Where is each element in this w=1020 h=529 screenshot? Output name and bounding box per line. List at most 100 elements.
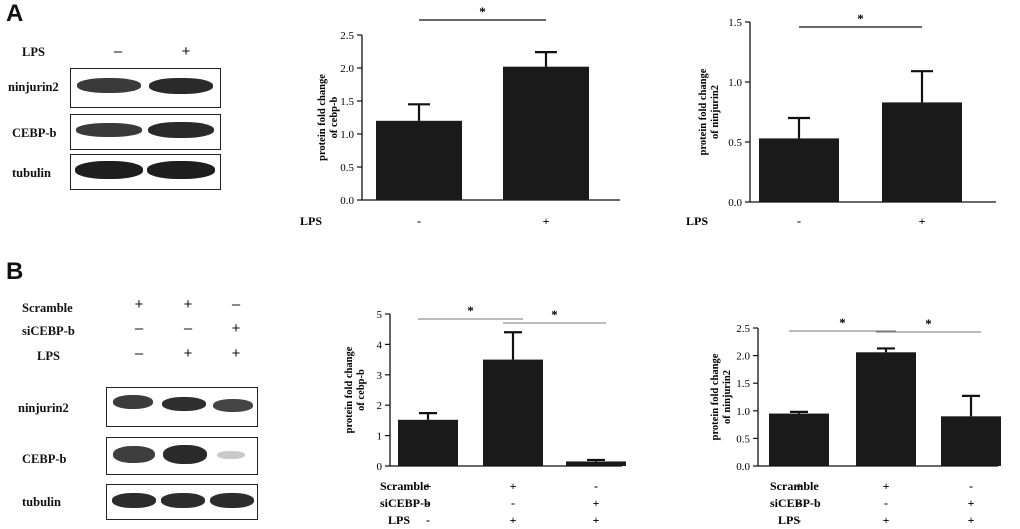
B-cebpb-significance-star: * — [467, 303, 474, 318]
western-band — [113, 446, 155, 463]
B-cebpb-condition-sign: - — [426, 513, 430, 527]
B-cebpb-condition-sign: - — [594, 479, 598, 493]
blot-b-cebpb-strip — [106, 437, 258, 475]
A-ninjurin2-condition-sign: - — [797, 214, 801, 228]
B-ninjurin2-condition-sign: + — [968, 496, 975, 510]
blot-a-cebpb-strip — [70, 114, 221, 150]
A-cebpb-condition-label: LPS — [300, 214, 322, 228]
blot-b-sign: + — [183, 345, 193, 362]
B-cebpb-y-tick-label: 3 — [377, 370, 383, 382]
B-ninjurin2-condition-sign: - — [797, 513, 801, 527]
western-band — [76, 123, 142, 137]
B-ninjurin2-bar — [769, 413, 829, 466]
B-cebpb-condition-sign: + — [510, 479, 517, 493]
A-cebpb-y-tick-label: 1.5 — [340, 96, 354, 108]
B-cebpb-y-tick-label: 1 — [377, 431, 383, 443]
A-cebpb-y-axis-label: of cebp-b — [329, 96, 340, 138]
western-band — [149, 78, 213, 94]
blot-b-sign: – — [183, 320, 193, 337]
B-ninjurin2-significance-star: * — [839, 315, 846, 330]
western-band — [112, 493, 156, 508]
blot-b-sign: + — [134, 296, 144, 313]
blot-b-condition-label: LPS — [37, 349, 60, 363]
B-ninjurin2-y-tick-label: 0.5 — [736, 433, 750, 445]
A-ninjurin2-condition-label: LPS — [686, 214, 708, 228]
western-band — [77, 78, 141, 93]
B-ninjurin2-condition-sign: - — [797, 496, 801, 510]
B-ninjurin2-condition-sign: + — [968, 513, 975, 527]
A-cebpb-bar — [376, 120, 462, 200]
B-ninjurin2-condition-sign: - — [969, 479, 973, 493]
A-cebpb-y-tick-label: 0.5 — [340, 162, 354, 174]
B-cebpb-condition-label: siCEBP-b — [380, 496, 431, 510]
blot-b-band-label-tubulin: tubulin — [22, 495, 61, 509]
B-cebpb-condition-sign: - — [426, 496, 430, 510]
A-cebpb-y-tick-label: 2.0 — [340, 63, 354, 75]
A-ninjurin2-y-tick-label: 0.5 — [728, 137, 742, 149]
B-ninjurin2-y-tick-label: 2.0 — [736, 351, 750, 363]
blot-a-ninjurin2-strip — [70, 68, 221, 108]
panel-label-a: A — [6, 0, 24, 27]
B-cebpb-condition-sign: + — [593, 496, 600, 510]
B-ninjurin2-significance-star: * — [925, 316, 932, 331]
B-ninjurin2-y-tick-label: 1.5 — [736, 378, 750, 390]
blot-b-tubulin-strip — [106, 484, 258, 520]
blot-a-band-label-cebpb: CEBP-b — [12, 126, 57, 140]
B-cebpb-y-axis-label: protein fold change — [344, 346, 355, 433]
B-cebpb-condition-label: Scramble — [380, 479, 429, 493]
blot-b-sign: + — [183, 296, 193, 313]
blot-a-condition-label: LPS — [22, 45, 45, 59]
blot-b-band-label-cebpb: CEBP-b — [22, 452, 67, 466]
blot-b-sign: + — [231, 345, 241, 362]
A-ninjurin2-y-tick-label: 1.0 — [728, 77, 742, 89]
blot-b-ninjurin2-strip — [106, 387, 258, 427]
B-ninjurin2-y-axis-label: of ninjurin2 — [722, 370, 733, 424]
B-ninjurin2-y-tick-label: 1.0 — [736, 406, 750, 418]
A-cebpb-y-tick-label: 0.0 — [340, 195, 354, 207]
A-ninjurin2-y-tick-label: 1.5 — [728, 17, 742, 29]
B-ninjurin2-condition-sign: + — [796, 479, 803, 493]
A-ninjurin2-y-tick-label: 0.0 — [728, 197, 742, 209]
A-ninjurin2-bar — [759, 138, 839, 202]
western-band — [213, 399, 253, 412]
blot-a-band-label-tubulin: tubulin — [12, 166, 51, 180]
B-ninjurin2-condition-label: siCEBP-b — [770, 496, 821, 510]
western-band — [163, 445, 207, 464]
western-band — [148, 122, 214, 138]
blot-a-sign: + — [181, 43, 191, 60]
B-cebpb-bar — [483, 359, 543, 466]
B-ninjurin2-y-tick-label: 2.5 — [736, 323, 750, 335]
blot-b-band-label-ninjurin2: ninjurin2 — [18, 401, 69, 415]
panel-label-b: B — [6, 258, 24, 285]
blot-a-tubulin-strip — [70, 154, 221, 190]
B-ninjurin2-condition-sign: + — [883, 513, 890, 527]
A-cebpb-condition-sign: - — [417, 214, 421, 228]
B-cebpb-y-tick-label: 2 — [377, 400, 383, 412]
blot-a-band-label-ninjurin2: ninjurin2 — [8, 80, 59, 94]
western-band — [147, 161, 215, 179]
blot-b-sign: – — [134, 345, 144, 362]
blot-b-condition-label: siCEBP-b — [22, 324, 75, 338]
B-cebpb-bar — [398, 419, 458, 466]
A-cebpb-y-tick-label: 1.0 — [340, 129, 354, 141]
B-cebpb-significance-star: * — [551, 307, 558, 322]
B-cebpb-condition-sign: + — [510, 513, 517, 527]
western-band — [210, 493, 254, 508]
B-ninjurin2-y-tick-label: 0.0 — [736, 461, 750, 473]
B-ninjurin2-bar — [941, 416, 1001, 466]
blot-b-sign: – — [134, 320, 144, 337]
B-cebpb-bar — [566, 461, 626, 466]
A-cebpb-y-axis-label: protein fold change — [317, 74, 328, 161]
B-ninjurin2-y-axis-label: protein fold change — [710, 353, 721, 440]
A-cebpb-significance-star: * — [479, 4, 486, 19]
blot-b-sign: – — [231, 296, 241, 313]
B-ninjurin2-condition-label: LPS — [778, 513, 800, 527]
B-ninjurin2-bar — [856, 352, 916, 466]
B-cebpb-y-tick-label: 5 — [377, 309, 383, 321]
blot-b-sign: + — [231, 320, 241, 337]
B-cebpb-y-axis-label: of cebp-b — [356, 369, 367, 411]
A-ninjurin2-condition-sign: + — [919, 214, 926, 228]
B-cebpb-condition-sign: + — [425, 479, 432, 493]
A-cebpb-condition-sign: + — [543, 214, 550, 228]
